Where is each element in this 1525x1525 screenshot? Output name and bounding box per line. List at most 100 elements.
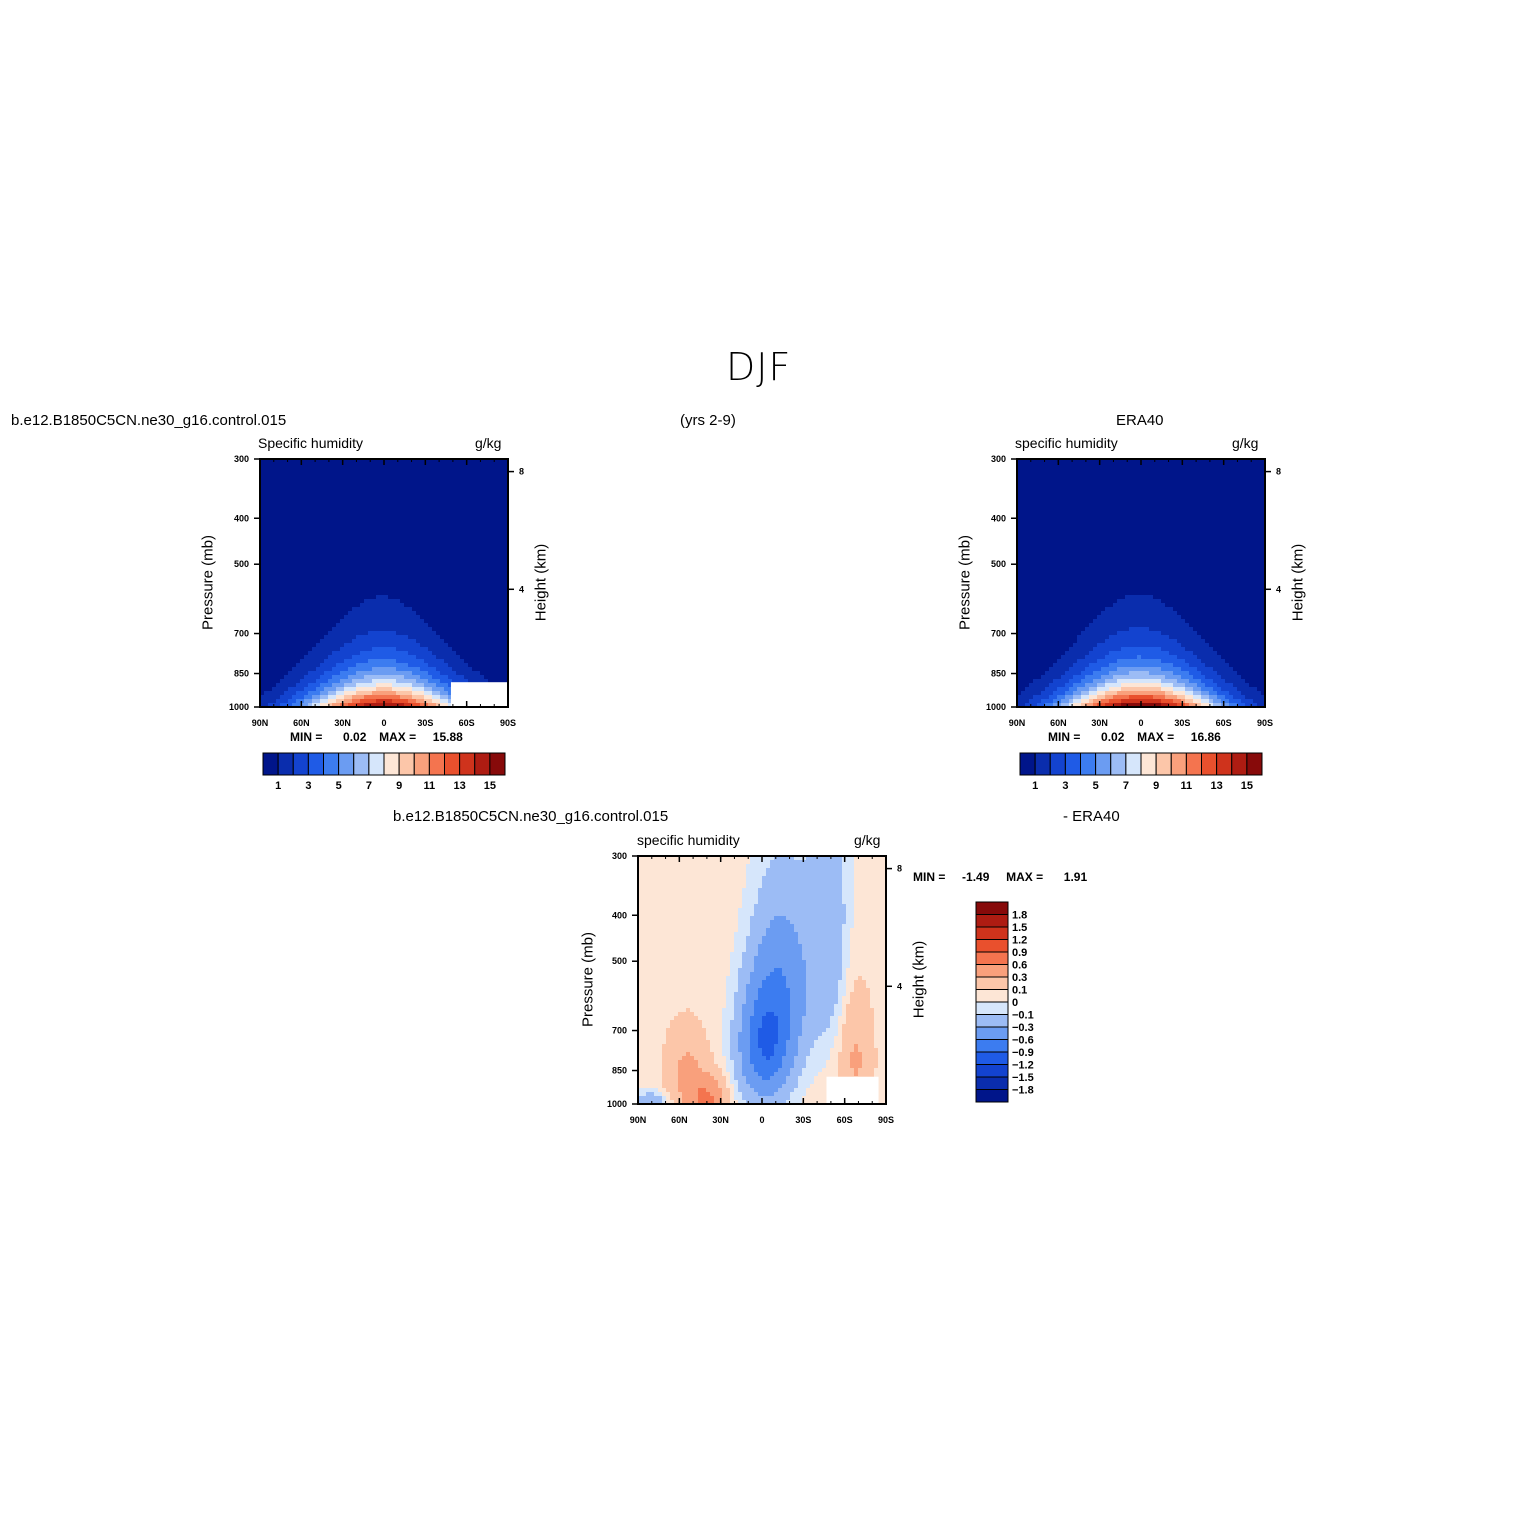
obs-cell — [1161, 463, 1166, 468]
model-cell — [368, 695, 373, 700]
model-cell — [332, 471, 337, 476]
obs-cell — [1217, 463, 1222, 468]
obs-cell — [1205, 503, 1210, 508]
model-cell — [416, 555, 421, 560]
model-cell — [396, 635, 401, 640]
model-cell — [408, 543, 413, 548]
model-cell — [308, 563, 313, 568]
model-cell — [488, 511, 493, 516]
model-ytick-label: 400 — [234, 513, 249, 523]
obs-cell — [1105, 515, 1110, 520]
model-cell — [344, 543, 349, 548]
obs-cell — [1041, 499, 1046, 504]
model-cell — [460, 595, 465, 600]
model-cell — [300, 535, 305, 540]
model-cell — [428, 667, 433, 672]
model-cell — [432, 491, 437, 496]
obs-cell — [1141, 511, 1146, 516]
model-cell — [328, 519, 333, 524]
model-cell — [368, 619, 373, 624]
model-cell — [488, 579, 493, 584]
model-cell — [368, 679, 373, 684]
obs-cell — [1129, 503, 1134, 508]
model-cell — [368, 659, 373, 664]
model-cell — [444, 615, 449, 620]
model-cell — [344, 635, 349, 640]
model-cell — [364, 643, 369, 648]
model-cell — [460, 539, 465, 544]
model-cell — [348, 503, 353, 508]
model-cell — [392, 655, 397, 660]
model-cell — [400, 523, 405, 528]
model-cell — [388, 631, 393, 636]
model-cell — [384, 599, 389, 604]
model-cell — [460, 575, 465, 580]
model-cell — [472, 519, 477, 524]
diff-min-label: MIN = — [913, 870, 946, 884]
obs-cell — [1261, 483, 1266, 488]
model-cell — [316, 459, 321, 464]
model-cell — [352, 511, 357, 516]
model-cell — [328, 463, 333, 468]
model-cell — [320, 683, 325, 688]
model-cell — [368, 683, 373, 688]
model-cell — [376, 583, 381, 588]
model-cell — [324, 679, 329, 684]
model-cell — [492, 627, 497, 632]
obs-cell — [1165, 487, 1170, 492]
model-cell — [360, 547, 365, 552]
model-cell — [444, 487, 449, 492]
model-cell — [484, 679, 489, 684]
model-cell — [372, 687, 377, 692]
model-cell — [416, 463, 421, 468]
obs-cell — [1065, 483, 1070, 488]
model-cell — [384, 515, 389, 520]
model-cell — [444, 595, 449, 600]
model-cell — [372, 483, 377, 488]
obs-cell — [1021, 487, 1026, 492]
model-cell — [480, 567, 485, 572]
model-cell — [500, 539, 505, 544]
model-cell — [496, 595, 501, 600]
model-cell — [388, 539, 393, 544]
model-cell — [332, 523, 337, 528]
model-cell — [396, 479, 401, 484]
model-cell — [276, 655, 281, 660]
obs-cell — [1157, 515, 1162, 520]
obs-cell — [1249, 511, 1254, 516]
model-cell — [356, 491, 361, 496]
obs-cell — [1241, 467, 1246, 472]
model-cell — [336, 527, 341, 532]
model-cell — [464, 507, 469, 512]
model-cell — [444, 471, 449, 476]
model-cell — [268, 679, 273, 684]
model-cell — [484, 547, 489, 552]
model-cell — [504, 547, 509, 552]
model-cell — [384, 643, 389, 648]
obs-cell — [1185, 515, 1190, 520]
model-cell — [444, 551, 449, 556]
model-cell — [332, 519, 337, 524]
model-cell — [292, 683, 297, 688]
model-cell — [364, 515, 369, 520]
model-cell — [288, 547, 293, 552]
model-cell — [352, 679, 357, 684]
model-cell — [380, 507, 385, 512]
model-cell — [364, 603, 369, 608]
obs-cell — [1153, 503, 1158, 508]
model-cell — [368, 511, 373, 516]
model-cell — [320, 571, 325, 576]
obs-cell — [1141, 475, 1146, 480]
model-cell — [380, 683, 385, 688]
model-cell — [504, 543, 509, 548]
model-cell — [424, 499, 429, 504]
obs-cell — [1237, 479, 1242, 484]
model-cell — [420, 683, 425, 688]
model-cell — [276, 607, 281, 612]
model-cell — [332, 535, 337, 540]
model-cell — [340, 683, 345, 688]
model-cell — [328, 627, 333, 632]
model-y2tick-label: 4 — [519, 584, 524, 594]
model-cell — [428, 499, 433, 504]
model-cell — [272, 547, 277, 552]
